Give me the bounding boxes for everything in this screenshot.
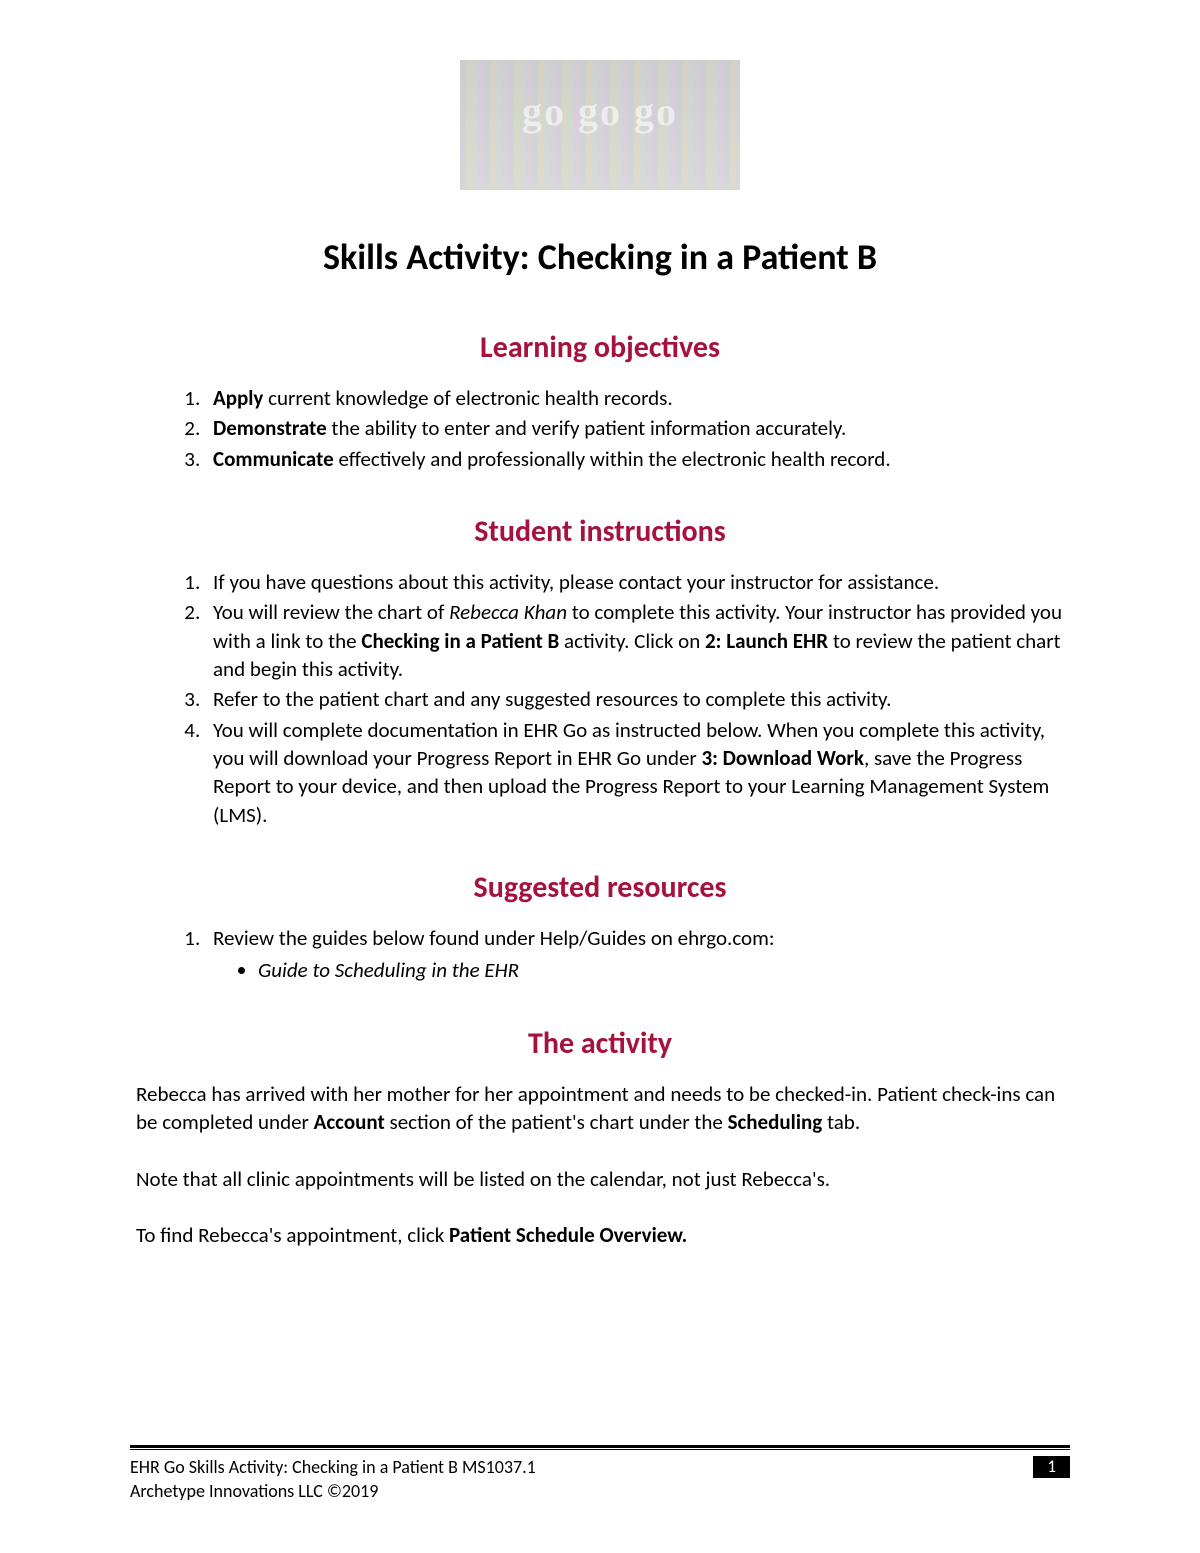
objective-verb: Communicate [213, 446, 334, 472]
resource-item: Guide to Scheduling in the EHR [258, 956, 1070, 984]
list-item: Refer to the patient chart and any sugge… [205, 685, 1070, 713]
list-item: Apply current knowledge of electronic he… [205, 384, 1070, 412]
logo-container [130, 60, 1070, 195]
list-item: Demonstrate the ability to enter and ver… [205, 414, 1070, 442]
list-item: Communicate effectively and professional… [205, 445, 1070, 473]
footer-rule [130, 1445, 1070, 1448]
activity-paragraph: To find Rebecca's appointment, click Pat… [130, 1221, 1070, 1249]
footer-line-1: EHR Go Skills Activity: Checking in a Pa… [130, 1456, 536, 1479]
student-instructions-list: If you have questions about this activit… [130, 568, 1070, 829]
page-footer: EHR Go Skills Activity: Checking in a Pa… [130, 1445, 1070, 1503]
footer-rule [130, 1449, 1070, 1450]
activity-paragraph: Rebecca has arrived with her mother for … [130, 1080, 1070, 1137]
heading-learning-objectives: Learning objectives [130, 329, 1070, 366]
text-run: Refer to the patient chart and any sugge… [213, 686, 891, 712]
objective-verb: Demonstrate [213, 415, 327, 441]
list-item: If you have questions about this activit… [205, 568, 1070, 596]
learning-objectives-list: Apply current knowledge of electronic he… [130, 384, 1070, 473]
resources-intro: Review the guides below found under Help… [213, 925, 775, 951]
text-run: Scheduling [728, 1109, 823, 1135]
list-item: Review the guides below found under Help… [205, 924, 1070, 985]
ehr-go-logo [460, 60, 740, 190]
document-title: Skills Activity: Checking in a Patient B [130, 235, 1070, 279]
page-number-badge: 1 [1033, 1456, 1070, 1478]
text-run: To find Rebecca's appointment, click [136, 1222, 449, 1248]
resources-bullets: Guide to Scheduling in the EHR [213, 956, 1070, 984]
objective-verb: Apply [213, 385, 263, 411]
suggested-resources-list: Review the guides below found under Help… [130, 924, 1070, 985]
heading-student-instructions: Student instructions [130, 513, 1070, 550]
text-run: If you have questions about this activit… [213, 569, 939, 595]
text-run: Account [314, 1109, 385, 1135]
text-run: You will review the chart of [213, 599, 449, 625]
text-run: tab. [822, 1109, 860, 1135]
heading-the-activity: The activity [130, 1025, 1070, 1062]
text-run: Patient Schedule Overview. [449, 1222, 687, 1248]
text-run: Rebecca Khan [449, 599, 567, 625]
text-run: Note that all clinic appointments will b… [136, 1166, 830, 1192]
objective-text: effectively and professionally within th… [334, 446, 891, 472]
text-run: activity. Click on [559, 628, 705, 654]
objective-text: the ability to enter and verify patient … [327, 415, 847, 441]
text-run: section of the patient's chart under the [385, 1109, 728, 1135]
text-run: 3: Download Work [702, 745, 864, 771]
list-item: You will review the chart of Rebecca Kha… [205, 598, 1070, 683]
footer-text: EHR Go Skills Activity: Checking in a Pa… [130, 1456, 536, 1503]
heading-suggested-resources: Suggested resources [130, 869, 1070, 906]
objective-text: current knowledge of electronic health r… [263, 385, 672, 411]
footer-line-2: Archetype Innovations LLC ©2019 [130, 1480, 536, 1503]
text-run: 2: Launch EHR [705, 628, 828, 654]
text-run: Checking in a Patient B [361, 628, 559, 654]
list-item: You will complete documentation in EHR G… [205, 716, 1070, 829]
activity-paragraph: Note that all clinic appointments will b… [130, 1165, 1070, 1193]
